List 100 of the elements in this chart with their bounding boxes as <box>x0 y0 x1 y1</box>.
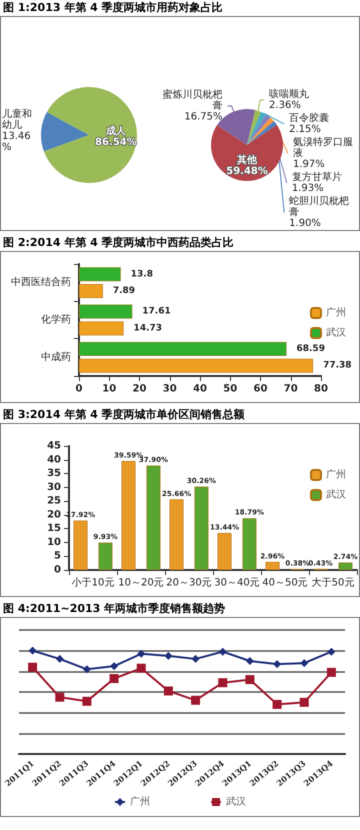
point <box>164 686 173 696</box>
bar <box>79 342 286 356</box>
y-tick-label: 45 <box>47 440 62 452</box>
chart-title: 图 1:2013 年第 4 季度两城市用药对象占比 <box>2 0 224 16</box>
legend-label: 广州 <box>326 306 346 318</box>
legend-label: 武汉 <box>226 796 246 808</box>
y-tick-label: 10 <box>47 536 62 548</box>
data-label: 1.90% <box>289 218 321 229</box>
data-label: 17.61 <box>142 306 171 317</box>
chart-title: 图 3:2014 年第 4 季度两城市单价区间销售总额 <box>2 407 246 423</box>
point <box>55 692 64 702</box>
x-tick-label: 20～30元 <box>166 578 212 588</box>
data-label: 13.8 <box>130 269 153 280</box>
data-label: 13.46% <box>2 131 31 154</box>
data-label: 1.93% <box>292 183 324 194</box>
point <box>218 678 228 688</box>
point <box>56 654 64 663</box>
bar <box>79 321 124 336</box>
y-tick-label: 中成药 <box>41 350 71 363</box>
x-tick-label: 0 <box>76 384 83 394</box>
y-tick-label: 40 <box>47 454 62 466</box>
point <box>137 650 146 658</box>
x-tick-label: 50 <box>223 384 238 394</box>
bar <box>98 542 112 570</box>
slice-label: 百令胶囊 <box>289 112 330 124</box>
point <box>300 659 308 668</box>
chart-title: 图 2:2014 年第 4 季度两城市中西药品类占比 <box>2 235 235 251</box>
x-tick-label: 30～40元 <box>214 578 260 588</box>
bar <box>218 532 232 570</box>
slice-label: 儿童和幼儿 <box>2 108 32 132</box>
slice-label: 成人 <box>104 124 127 137</box>
data-label: 86.54% <box>95 136 137 148</box>
bar <box>79 304 132 319</box>
data-label: 2.36% <box>269 100 301 111</box>
point <box>300 698 309 707</box>
bar <box>74 520 88 570</box>
point <box>82 665 91 674</box>
point <box>82 696 92 706</box>
bar <box>79 284 103 298</box>
point <box>191 696 200 705</box>
legend-label: 武汉 <box>326 488 346 500</box>
x-tick-label: 大于50元 <box>312 576 354 588</box>
y-tick-label: 15 <box>47 523 62 534</box>
point <box>192 654 200 663</box>
point <box>327 648 336 656</box>
bar <box>122 460 136 570</box>
y-tick-label: 30 <box>47 482 62 493</box>
x-tick-label: 10～20元 <box>118 578 164 588</box>
bar <box>266 562 280 570</box>
data-label: 59.48% <box>226 166 268 177</box>
y-tick-label: 化学药 <box>41 314 71 326</box>
point <box>272 700 282 709</box>
point <box>326 668 336 677</box>
slice-label: 蜜炼川贝枇杷膏 <box>162 88 223 112</box>
data-label: 68.59 <box>296 344 325 354</box>
point <box>273 660 282 668</box>
x-tick-label: 40～50元 <box>262 578 308 588</box>
x-tick-label: 60 <box>254 384 268 394</box>
y-tick-label: 25 <box>47 496 62 507</box>
x-tick-label: 40 <box>193 384 207 394</box>
legend-label: 武汉 <box>326 326 346 338</box>
legend-label: 广州 <box>130 796 150 808</box>
y-tick-label: 20 <box>47 509 62 520</box>
bar <box>79 267 121 282</box>
point <box>164 652 172 660</box>
chart-title: 图 4:2011~2013 年两城市季度销售额趋势 <box>2 601 226 617</box>
data-label: 77.38 <box>323 360 352 371</box>
x-tick-label: 30 <box>162 384 177 394</box>
slice-label: 蛇胆川贝枇杷膏 <box>289 195 350 218</box>
data-label: 16.75% <box>184 111 223 122</box>
bar <box>170 499 184 570</box>
point <box>110 674 119 684</box>
bar <box>242 518 256 570</box>
bar <box>146 466 160 570</box>
point <box>28 646 37 655</box>
y-tick-label: 35 <box>47 468 62 480</box>
slice-label: 氨溴特罗口服液 <box>292 136 353 159</box>
x-tick-label: 小于10元 <box>72 576 114 588</box>
slice-label: 复方甘草片 <box>292 171 342 183</box>
point <box>245 675 254 684</box>
data-label: 2.15% <box>289 124 321 135</box>
x-tick-label: 10 <box>102 384 116 394</box>
point <box>218 648 227 656</box>
y-tick-label: 0 <box>54 564 62 576</box>
x-tick-label: 70 <box>284 384 298 394</box>
y-tick-label: 中西医结合药 <box>11 276 71 288</box>
bar <box>338 562 352 570</box>
legend-label: 广州 <box>326 468 346 480</box>
data-label: 1.97% <box>292 159 325 170</box>
point <box>110 662 118 670</box>
data-label: 7.89 <box>112 286 136 296</box>
point <box>136 664 146 673</box>
x-tick-label: 80 <box>314 384 328 394</box>
bar <box>194 486 208 570</box>
bar <box>79 358 314 373</box>
data-label: 14.73 <box>134 323 162 334</box>
slice-label: 咳喘顺丸 <box>269 88 310 100</box>
slice-label: 其他 <box>236 154 258 166</box>
y-tick-label: 5 <box>54 550 62 562</box>
x-tick-label: 20 <box>132 384 146 394</box>
